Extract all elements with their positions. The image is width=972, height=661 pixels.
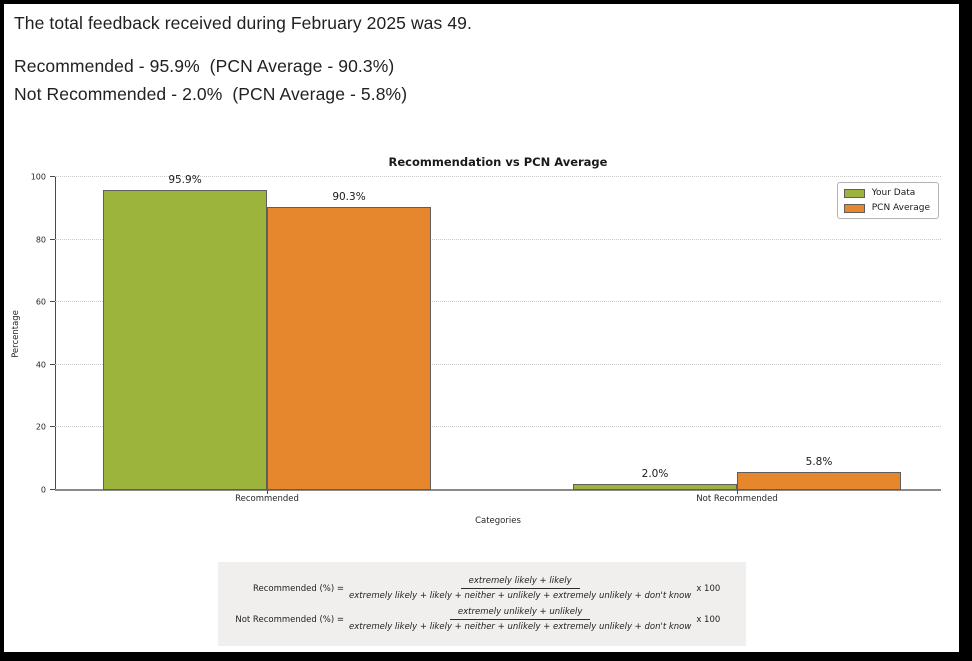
not-recommended-formula: Not Recommended (%) = extremely unlikely… bbox=[218, 607, 746, 632]
total-feedback-summary: The total feedback received during Febru… bbox=[14, 13, 472, 33]
formula-fraction: extremely likely + likely extremely like… bbox=[347, 576, 693, 601]
y-tick-label: 0 bbox=[40, 485, 46, 495]
formula-denominator: extremely likely + likely + neither + un… bbox=[349, 622, 692, 632]
y-tick-label: 80 bbox=[35, 235, 46, 245]
formula-label: Not Recommended (%) = bbox=[235, 614, 344, 625]
gridline-80 bbox=[55, 238, 941, 240]
recommended-formula: Recommended (%) = extremely likely + lik… bbox=[218, 576, 746, 601]
y-tick-mark bbox=[50, 176, 55, 177]
formula-box: Recommended (%) = extremely likely + lik… bbox=[218, 562, 746, 646]
x-tick-mark bbox=[267, 490, 268, 494]
formula-suffix: x 100 bbox=[696, 583, 721, 594]
legend-entry-pcn-average: PCN Average bbox=[843, 203, 930, 213]
chart-title: Recommendation vs PCN Average bbox=[388, 155, 608, 169]
not-recommended-summary: Not Recommended - 2.0% (PCN Average - 5.… bbox=[14, 84, 408, 104]
bar-value-your-data-not-recommended: 2.0% bbox=[641, 467, 669, 480]
y-tick-mark bbox=[50, 238, 55, 240]
y-tick-mark bbox=[50, 363, 55, 365]
plot-area: Recommendation vs PCN Average Percentage… bbox=[11, 155, 941, 526]
x-tick-label-recommended: Recommended bbox=[235, 494, 299, 504]
formula-fraction: extremely unlikely + unlikely extremely … bbox=[347, 607, 693, 632]
bar-your-data-not-recommended bbox=[573, 483, 737, 490]
legend-swatch-icon bbox=[843, 203, 865, 213]
chart-legend: Your Data PCN Average bbox=[836, 182, 939, 219]
legend-swatch-icon bbox=[843, 188, 865, 198]
y-tick-mark bbox=[50, 426, 55, 428]
legend-label: Your Data bbox=[871, 188, 916, 198]
y-tick-label: 60 bbox=[35, 297, 46, 307]
x-axis-line bbox=[55, 489, 941, 491]
formula-denominator: extremely likely + likely + neither + un… bbox=[349, 591, 692, 601]
formula-label: Recommended (%) = bbox=[252, 583, 344, 594]
x-axis-label: Categories bbox=[475, 516, 521, 526]
recommended-summary: Recommended - 95.9% (PCN Average - 90.3%… bbox=[14, 56, 395, 76]
formula-numerator: extremely unlikely + unlikely bbox=[449, 607, 591, 620]
x-tick-label-not-recommended: Not Recommended bbox=[696, 494, 778, 504]
bar-pcn-average-recommended bbox=[267, 207, 431, 490]
y-tick-mark bbox=[50, 301, 55, 303]
y-axis-line bbox=[55, 177, 56, 490]
bar-value-pcn-average-recommended: 90.3% bbox=[332, 191, 366, 204]
gridline-100 bbox=[55, 176, 941, 177]
y-tick-mark bbox=[50, 489, 55, 490]
y-axis-label: Percentage bbox=[11, 309, 21, 358]
y-tick-label: 100 bbox=[30, 172, 46, 182]
formula-numerator: extremely likely + likely bbox=[460, 576, 580, 589]
gridline-40 bbox=[55, 363, 941, 365]
y-tick-label: 20 bbox=[35, 422, 46, 432]
bar-value-pcn-average-not-recommended: 5.8% bbox=[805, 455, 833, 468]
legend-label: PCN Average bbox=[871, 203, 930, 213]
gridline-60 bbox=[55, 301, 941, 303]
gridline-20 bbox=[55, 426, 941, 428]
formula-suffix: x 100 bbox=[696, 614, 721, 625]
y-tick-label: 40 bbox=[35, 360, 46, 370]
bar-pcn-average-not-recommended bbox=[737, 471, 901, 490]
x-tick-mark bbox=[737, 490, 738, 494]
legend-entry-your-data: Your Data bbox=[843, 188, 930, 198]
bar-your-data-recommended bbox=[103, 189, 267, 490]
bar-value-your-data-recommended: 95.9% bbox=[168, 173, 202, 186]
